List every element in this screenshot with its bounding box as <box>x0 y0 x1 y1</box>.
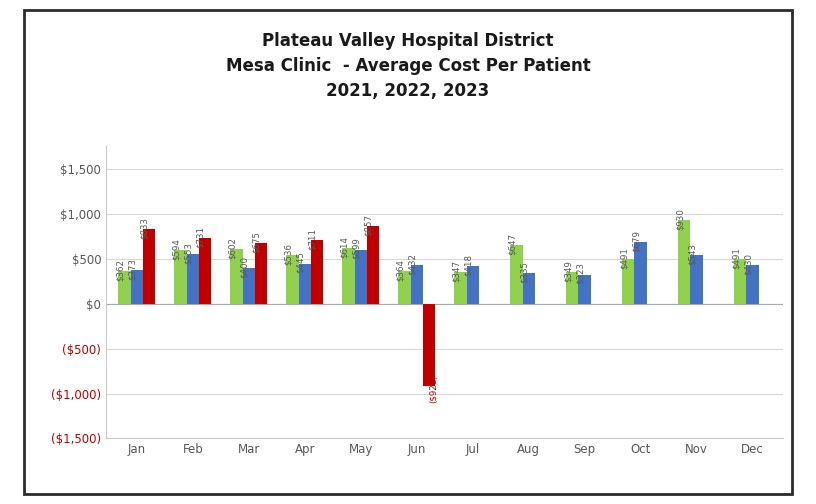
Text: $647: $647 <box>508 233 517 256</box>
Text: Plateau Valley Hospital District
Mesa Clinic  - Average Cost Per Patient
2021, 2: Plateau Valley Hospital District Mesa Cl… <box>226 32 590 99</box>
Text: $553: $553 <box>184 242 193 264</box>
Bar <box>118 271 131 303</box>
Bar <box>747 265 759 303</box>
Text: $599: $599 <box>352 238 361 260</box>
Text: $711: $711 <box>308 227 317 249</box>
Text: $491: $491 <box>619 247 628 269</box>
Legend: 2021, 2022, 2023: 2021, 2022, 2023 <box>344 503 546 504</box>
Text: $543: $543 <box>688 242 697 265</box>
Text: $675: $675 <box>252 231 261 253</box>
Bar <box>410 265 423 303</box>
Text: $833: $833 <box>140 217 149 238</box>
Text: $432: $432 <box>408 253 417 275</box>
Bar <box>311 239 323 303</box>
Bar <box>255 243 268 303</box>
Bar <box>510 245 522 303</box>
Bar <box>299 264 311 303</box>
Text: $445: $445 <box>295 251 305 274</box>
Text: $679: $679 <box>632 230 641 253</box>
Text: $418: $418 <box>463 254 472 276</box>
Bar <box>367 226 379 303</box>
Text: $347: $347 <box>451 260 460 282</box>
Text: $349: $349 <box>563 260 572 282</box>
Bar <box>522 274 534 303</box>
Bar <box>242 268 255 303</box>
Text: $362: $362 <box>116 259 125 281</box>
Text: $857: $857 <box>364 214 373 236</box>
Text: $602: $602 <box>228 237 237 260</box>
Text: $335: $335 <box>520 262 529 283</box>
Text: $400: $400 <box>240 256 249 278</box>
Bar <box>678 220 690 303</box>
Bar <box>355 249 367 303</box>
Bar <box>131 270 143 303</box>
Text: ($921): ($921) <box>429 374 438 403</box>
Text: $614: $614 <box>339 236 348 258</box>
Bar <box>143 229 155 303</box>
Bar <box>622 260 635 303</box>
Text: $536: $536 <box>283 243 292 265</box>
Text: $373: $373 <box>128 258 137 280</box>
Bar <box>342 248 355 303</box>
Bar <box>566 272 579 303</box>
Bar <box>230 249 242 303</box>
Bar <box>398 271 410 303</box>
Text: $491: $491 <box>731 247 740 269</box>
Bar <box>635 242 647 303</box>
Text: $731: $731 <box>196 226 205 248</box>
Bar <box>199 238 211 303</box>
Bar <box>467 266 479 303</box>
Bar <box>286 256 299 303</box>
Bar <box>175 250 187 303</box>
Bar <box>690 255 703 303</box>
Text: $364: $364 <box>396 259 405 281</box>
Bar <box>423 303 435 387</box>
Text: $930: $930 <box>676 208 685 230</box>
Bar <box>187 254 199 303</box>
Text: $594: $594 <box>171 238 180 260</box>
Bar <box>579 275 591 303</box>
Bar <box>455 272 467 303</box>
Text: $323: $323 <box>575 263 584 284</box>
Bar <box>734 260 747 303</box>
Text: $430: $430 <box>743 253 752 275</box>
